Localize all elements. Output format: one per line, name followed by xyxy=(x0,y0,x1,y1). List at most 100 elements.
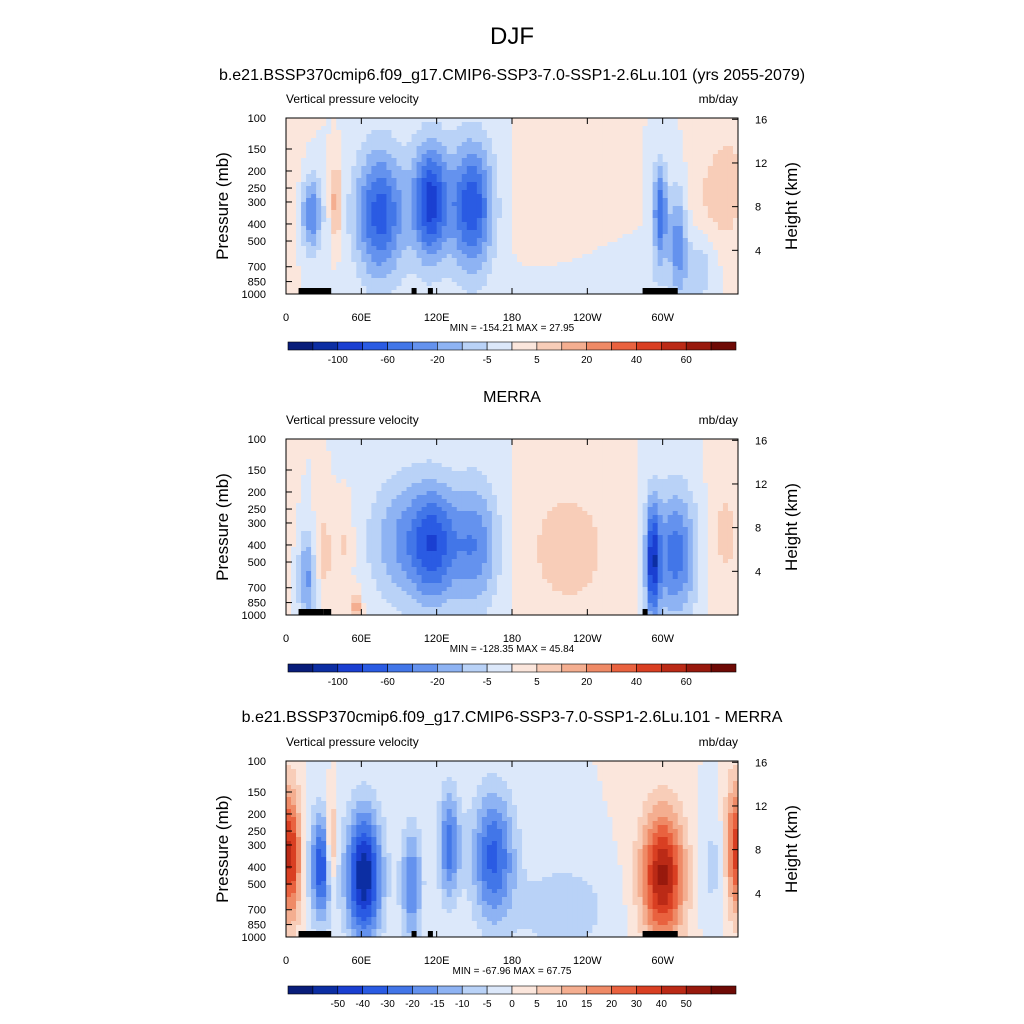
heatmap-cell xyxy=(692,254,699,259)
heatmap-cell xyxy=(592,130,598,135)
heatmap-cell xyxy=(647,150,654,155)
heatmap-cell xyxy=(291,130,297,135)
heatmap-cell xyxy=(552,250,558,255)
heatmap-cell xyxy=(722,459,729,464)
heatmap-cell xyxy=(597,190,603,195)
heatmap-cell xyxy=(547,230,553,235)
heatmap-cell xyxy=(426,178,433,183)
heatmap-cell xyxy=(451,242,458,247)
heatmap-cell xyxy=(527,142,533,147)
heatmap-cell xyxy=(542,443,548,448)
heatmap-cell xyxy=(366,451,372,456)
heatmap-cell xyxy=(346,118,352,123)
heatmap-cell xyxy=(426,234,433,239)
heatmap-cell xyxy=(727,443,734,448)
heatmap-cell xyxy=(441,266,448,271)
heatmap-cell xyxy=(712,134,719,139)
heatmap-cell xyxy=(286,254,292,259)
heatmap-cell xyxy=(602,238,608,243)
heatmap-cell xyxy=(612,218,618,223)
heatmap-cell xyxy=(361,138,367,143)
heatmap-cell xyxy=(441,222,448,227)
land-mask xyxy=(411,288,417,294)
heatmap-cell xyxy=(532,290,538,295)
heatmap-cell xyxy=(697,463,704,468)
heatmap-cell xyxy=(732,182,739,187)
heatmap-cell xyxy=(552,443,558,448)
heatmap-cell xyxy=(627,238,633,243)
heatmap-cell xyxy=(537,138,543,143)
heatmap-cell xyxy=(496,130,503,135)
heatmap-cell xyxy=(552,471,558,476)
heatmap-cell xyxy=(517,178,523,183)
heatmap-cell xyxy=(331,443,337,448)
heatmap-cell xyxy=(401,210,407,215)
heatmap-cell xyxy=(326,198,332,203)
heatmap-cell xyxy=(506,238,513,243)
heatmap-cell xyxy=(717,463,724,468)
heatmap-cell xyxy=(692,158,699,163)
heatmap-cell xyxy=(572,202,578,207)
heatmap-cell xyxy=(617,451,623,456)
heatmap-cell xyxy=(351,222,357,227)
heatmap-cell xyxy=(542,122,548,127)
heatmap-cell xyxy=(481,126,488,131)
heatmap-cell xyxy=(506,206,513,211)
heatmap-cell xyxy=(577,218,583,223)
heatmap-cell xyxy=(416,246,422,251)
heatmap-cell xyxy=(672,218,679,223)
heatmap-cell xyxy=(632,250,638,255)
heatmap-cell xyxy=(542,142,548,147)
heatmap-cell xyxy=(291,471,297,476)
heatmap-cell xyxy=(366,467,372,472)
heatmap-cell xyxy=(446,459,453,464)
heatmap-cell xyxy=(341,443,347,448)
heatmap-cell xyxy=(456,266,463,271)
heatmap-cell xyxy=(391,282,397,287)
heatmap-cell xyxy=(446,479,453,484)
heatmap-cell xyxy=(557,234,563,239)
heatmap-cell xyxy=(351,270,357,275)
heatmap-cell xyxy=(506,162,513,167)
heatmap-cell xyxy=(501,262,508,267)
heatmap-cell xyxy=(567,242,573,247)
heatmap-cell xyxy=(481,475,488,480)
heatmap-cell xyxy=(552,134,558,139)
heatmap-cell xyxy=(371,443,377,448)
heatmap-cell xyxy=(577,463,583,468)
heatmap-cell xyxy=(627,154,633,159)
heatmap-cell xyxy=(386,451,392,456)
heatmap-cell xyxy=(532,467,538,472)
heatmap-cell xyxy=(446,214,453,219)
heatmap-cell xyxy=(682,238,689,243)
heatmap-cell xyxy=(672,134,679,139)
heatmap-cell xyxy=(622,190,628,195)
heatmap-cell xyxy=(336,150,342,155)
heatmap-cell xyxy=(637,174,643,179)
heatmap-cell xyxy=(652,266,659,271)
heatmap-cell xyxy=(697,182,704,187)
heatmap-cell xyxy=(401,439,407,444)
heatmap-cell xyxy=(512,214,518,219)
heatmap-cell xyxy=(391,262,397,267)
heatmap-cell xyxy=(657,282,664,287)
heatmap-cell xyxy=(607,122,613,127)
heatmap-cell xyxy=(672,258,679,263)
heatmap-cell xyxy=(622,142,628,147)
heatmap-cell xyxy=(637,242,643,247)
heatmap-cell xyxy=(572,290,578,295)
heatmap-cell xyxy=(682,178,689,183)
heatmap-cell xyxy=(466,174,473,179)
heatmap-cell xyxy=(557,158,563,163)
heatmap-cell xyxy=(436,150,443,155)
heatmap-cell xyxy=(441,242,448,247)
heatmap-cell xyxy=(491,118,498,123)
heatmap-cell xyxy=(296,218,302,223)
heatmap-cell xyxy=(466,146,473,151)
heatmap-cell xyxy=(406,174,412,179)
heatmap-cell xyxy=(617,278,623,283)
heatmap-cell xyxy=(421,198,428,203)
heatmap-cell xyxy=(486,194,493,199)
heatmap-cell xyxy=(396,242,402,247)
heatmap-cell xyxy=(506,447,513,452)
